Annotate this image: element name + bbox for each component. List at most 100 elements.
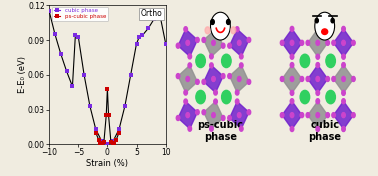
Circle shape bbox=[316, 113, 319, 118]
Circle shape bbox=[290, 62, 294, 68]
Circle shape bbox=[316, 90, 319, 95]
Polygon shape bbox=[204, 102, 223, 129]
Circle shape bbox=[231, 27, 236, 34]
Circle shape bbox=[196, 37, 199, 42]
Circle shape bbox=[222, 74, 225, 78]
Circle shape bbox=[300, 76, 304, 81]
X-axis label: Strain (%): Strain (%) bbox=[87, 159, 129, 168]
Circle shape bbox=[342, 62, 345, 68]
Circle shape bbox=[326, 113, 330, 118]
Circle shape bbox=[240, 54, 243, 59]
Circle shape bbox=[188, 63, 192, 68]
Circle shape bbox=[186, 76, 189, 81]
Circle shape bbox=[331, 18, 334, 23]
Polygon shape bbox=[282, 101, 302, 129]
Polygon shape bbox=[229, 102, 249, 129]
Circle shape bbox=[214, 27, 217, 32]
Circle shape bbox=[326, 76, 330, 81]
Circle shape bbox=[222, 115, 225, 121]
Circle shape bbox=[280, 40, 284, 45]
Circle shape bbox=[202, 79, 206, 84]
Y-axis label: E-E₀ (eV): E-E₀ (eV) bbox=[18, 56, 26, 93]
Circle shape bbox=[300, 113, 304, 118]
Circle shape bbox=[240, 63, 243, 68]
Circle shape bbox=[176, 74, 180, 78]
Circle shape bbox=[300, 40, 304, 45]
Circle shape bbox=[342, 127, 345, 131]
Text: ps-cubic
phase: ps-cubic phase bbox=[197, 120, 243, 142]
Circle shape bbox=[326, 54, 335, 68]
Circle shape bbox=[196, 54, 205, 68]
Polygon shape bbox=[282, 65, 302, 93]
Polygon shape bbox=[334, 65, 353, 93]
Polygon shape bbox=[334, 101, 353, 129]
Circle shape bbox=[188, 126, 192, 131]
Circle shape bbox=[184, 90, 187, 95]
Circle shape bbox=[342, 76, 345, 81]
Text: cubic
phase: cubic phase bbox=[308, 120, 341, 142]
Circle shape bbox=[196, 79, 199, 84]
Legend: cubic phase, ps-cubic phase: cubic phase, ps-cubic phase bbox=[52, 7, 108, 21]
Circle shape bbox=[352, 40, 355, 45]
Circle shape bbox=[196, 90, 205, 104]
Circle shape bbox=[228, 74, 231, 78]
Circle shape bbox=[342, 90, 345, 95]
Circle shape bbox=[222, 43, 225, 48]
Circle shape bbox=[188, 54, 192, 59]
Circle shape bbox=[315, 12, 335, 40]
Circle shape bbox=[247, 110, 251, 115]
Polygon shape bbox=[308, 65, 328, 93]
Circle shape bbox=[235, 27, 239, 32]
Circle shape bbox=[352, 76, 355, 81]
Circle shape bbox=[202, 37, 206, 42]
Circle shape bbox=[342, 54, 345, 59]
Circle shape bbox=[290, 76, 294, 81]
Circle shape bbox=[316, 99, 319, 104]
Polygon shape bbox=[178, 102, 197, 129]
Circle shape bbox=[196, 110, 199, 115]
Circle shape bbox=[184, 99, 187, 104]
Circle shape bbox=[280, 76, 284, 81]
Circle shape bbox=[316, 127, 319, 131]
Circle shape bbox=[290, 54, 294, 59]
Circle shape bbox=[240, 126, 243, 131]
Circle shape bbox=[316, 62, 319, 68]
Circle shape bbox=[342, 40, 345, 45]
Circle shape bbox=[214, 99, 217, 104]
Circle shape bbox=[290, 127, 294, 131]
Circle shape bbox=[332, 40, 335, 45]
Circle shape bbox=[202, 110, 206, 115]
Circle shape bbox=[316, 54, 319, 59]
Circle shape bbox=[186, 113, 189, 118]
Circle shape bbox=[306, 76, 310, 81]
Polygon shape bbox=[204, 65, 223, 93]
Circle shape bbox=[300, 54, 310, 68]
Circle shape bbox=[211, 12, 230, 40]
Circle shape bbox=[214, 90, 217, 95]
Circle shape bbox=[290, 99, 294, 104]
Circle shape bbox=[210, 126, 213, 131]
Circle shape bbox=[280, 113, 284, 118]
Circle shape bbox=[211, 20, 214, 24]
Circle shape bbox=[186, 40, 189, 45]
Circle shape bbox=[212, 40, 215, 45]
Circle shape bbox=[290, 113, 294, 118]
Circle shape bbox=[315, 18, 318, 23]
Circle shape bbox=[228, 115, 231, 121]
Circle shape bbox=[326, 90, 335, 104]
Circle shape bbox=[210, 54, 213, 59]
Circle shape bbox=[290, 90, 294, 95]
Text: Ortho: Ortho bbox=[140, 10, 162, 18]
Circle shape bbox=[176, 115, 180, 121]
Circle shape bbox=[306, 40, 310, 45]
Polygon shape bbox=[229, 65, 249, 93]
Circle shape bbox=[316, 26, 319, 32]
Circle shape bbox=[237, 113, 241, 118]
Polygon shape bbox=[178, 65, 197, 93]
Circle shape bbox=[228, 43, 231, 48]
Ellipse shape bbox=[322, 29, 328, 34]
Polygon shape bbox=[282, 29, 302, 57]
Circle shape bbox=[226, 20, 230, 24]
Circle shape bbox=[316, 40, 319, 45]
Circle shape bbox=[237, 40, 241, 45]
